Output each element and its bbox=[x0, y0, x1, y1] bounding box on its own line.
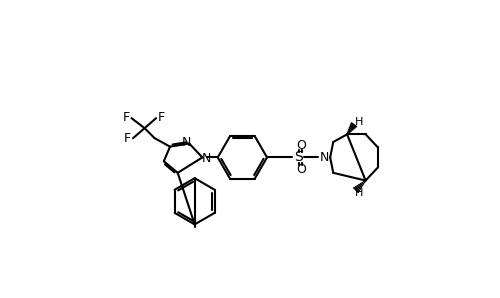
Text: F: F bbox=[122, 111, 130, 124]
Text: H: H bbox=[355, 188, 364, 198]
Text: F: F bbox=[158, 111, 165, 124]
Text: O: O bbox=[296, 163, 306, 176]
Text: N: N bbox=[320, 151, 328, 164]
Text: N: N bbox=[182, 136, 191, 149]
Text: F: F bbox=[124, 132, 130, 145]
Text: N: N bbox=[202, 152, 211, 165]
Text: S: S bbox=[294, 150, 303, 164]
Text: O: O bbox=[296, 139, 306, 152]
Text: H: H bbox=[355, 117, 364, 127]
